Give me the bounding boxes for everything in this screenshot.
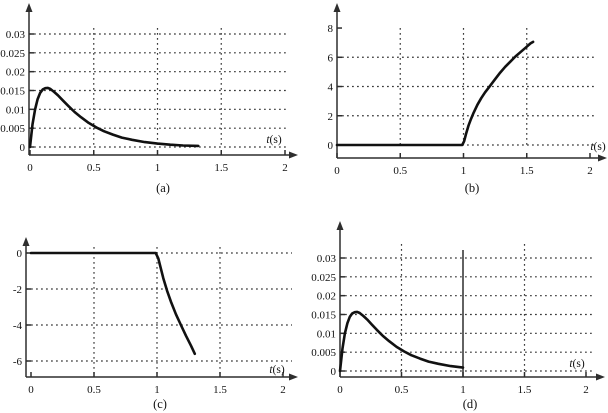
y-tick-label: 0.01: [6, 104, 25, 116]
y-tick-label: 0: [331, 366, 337, 378]
y-tick-label: 0.03: [317, 253, 337, 265]
x-axis-label: t(s): [569, 358, 585, 370]
x-axis-label: t(s): [590, 141, 606, 153]
y-tick-label: -2: [13, 284, 22, 296]
y-tick-label: 0.005: [0, 123, 25, 135]
x-tick-label: 1.5: [518, 384, 532, 396]
y-axis-arrow-icon: [25, 3, 33, 12]
axis-arrows-b: [333, 3, 607, 162]
x-axis-arrow-icon: [289, 151, 298, 159]
gridlines-c: [26, 247, 292, 375]
x-tick-label: 1.5: [520, 165, 534, 177]
subplot-c: 0 0.5 1 1.5 2 0 -2 -4 -6 t(s) (c): [13, 237, 298, 411]
gridlines-d: [340, 244, 594, 372]
gridlines-a: [29, 28, 288, 148]
y-tick-label: 0.015: [0, 85, 25, 97]
x-axis-label: t(s): [266, 134, 282, 146]
subplot-caption: (c): [153, 397, 167, 411]
x-axis-label-variable: t: [569, 358, 573, 370]
curve-a: [28, 86, 200, 149]
y-tick-label: 0.01: [317, 328, 336, 340]
axes-d: [339, 228, 598, 378]
x-axis-label-unit: (s): [270, 134, 282, 146]
y-tick-label: -4: [13, 320, 23, 332]
x-tick-label: 0: [27, 162, 33, 174]
y-axis-arrow-icon: [336, 221, 344, 230]
x-tick-label: 2: [282, 162, 288, 174]
x-tick-label: 2: [280, 384, 286, 396]
x-tick-label: 2: [587, 165, 593, 177]
subplot-caption: (a): [156, 181, 170, 195]
x-axis-label-unit: (s): [594, 141, 606, 153]
x-tick-label: 1.5: [213, 384, 227, 396]
y-tick-label: 0.02: [317, 291, 336, 303]
x-tick-label: 0.5: [395, 384, 409, 396]
x-tick-label: 0.5: [87, 384, 101, 396]
x-axis-arrow-icon: [598, 154, 607, 162]
x-axis-arrow-icon: [289, 373, 298, 381]
x-tick-label: 1.5: [214, 162, 228, 174]
y-tick-label: 0.025: [0, 48, 25, 60]
x-axis-label-unit: (s): [273, 364, 285, 376]
y-tick-label: 0: [20, 142, 26, 154]
y-tick-label: 6: [328, 52, 334, 64]
subplot-a: 0 0.5 1 1.5 2 0 0.005 0.01 0.015 0.02 0.025 0.03 t(s…: [0, 3, 298, 195]
x-tick-label: 1: [155, 162, 161, 174]
axes-c: [25, 244, 291, 378]
axis-arrows-c: [22, 237, 298, 381]
tick-labels-b: 0 0.5 1 1.5 2 0 2 4 6 8: [328, 23, 593, 177]
axes-a: [28, 10, 291, 156]
y-tick-label: 0.02: [6, 67, 25, 79]
curve-c: [29, 251, 197, 356]
subplot-caption: (b): [465, 181, 480, 195]
x-axis-label-variable: t: [590, 141, 594, 153]
x-tick-label: 1: [154, 384, 160, 396]
tick-labels-d: 0 0.5 1 1.5 2 0 0.005 0.01 0.015 0.02 0.025 0.03: [311, 253, 589, 396]
y-axis-arrow-icon: [22, 237, 30, 246]
y-axis-arrow-icon: [333, 3, 341, 12]
x-axis-label-variable: t: [266, 134, 270, 146]
x-axis-label-variable: t: [269, 364, 273, 376]
x-tick-label: 1: [461, 165, 467, 177]
y-tick-label: 2: [328, 111, 334, 123]
gridlines-b: [337, 28, 595, 146]
x-axis-label: t(s): [269, 364, 285, 376]
x-tick-label: 2: [583, 384, 589, 396]
y-tick-label: 4: [328, 82, 334, 94]
subplot-d: 0 0.5 1 1.5 2 0 0.005 0.01 0.015 0.02 0.025 0.03 t(s…: [311, 221, 605, 411]
x-tick-label: 0.5: [87, 162, 101, 174]
curve-d: [338, 310, 465, 373]
axis-arrows-a: [25, 3, 298, 159]
y-tick-label: 0.005: [311, 347, 336, 359]
y-tick-label: -6: [13, 356, 23, 368]
y-tick-label: 0.015: [311, 309, 336, 321]
curve-b: [335, 40, 535, 147]
axis-arrows-d: [336, 221, 605, 381]
y-tick-label: 0.025: [311, 272, 336, 284]
x-tick-label: 0: [334, 165, 340, 177]
y-tick-label: 0.03: [6, 29, 26, 41]
x-axis-label-unit: (s): [573, 358, 585, 370]
x-tick-label: 1: [460, 384, 466, 396]
y-tick-label: 8: [328, 23, 334, 35]
x-tick-label: 0: [337, 384, 343, 396]
tick-labels-c: 0 0.5 1 1.5 2 0 -2 -4 -6: [13, 248, 286, 396]
x-axis-arrow-icon: [596, 373, 605, 381]
y-tick-label: 0: [17, 248, 23, 260]
tick-labels-a: 0 0.5 1 1.5 2 0 0.005 0.01 0.015 0.02 0.025 0.03: [0, 29, 288, 174]
subplot-b: 0 0.5 1 1.5 2 0 2 4 6 8 t(s) (b): [328, 3, 607, 195]
x-tick-label: 0.5: [393, 165, 407, 177]
y-tick-label: 0: [328, 140, 334, 152]
x-tick-label: 0: [28, 384, 34, 396]
axes-b: [336, 10, 600, 159]
subplot-caption: (d): [463, 397, 478, 411]
